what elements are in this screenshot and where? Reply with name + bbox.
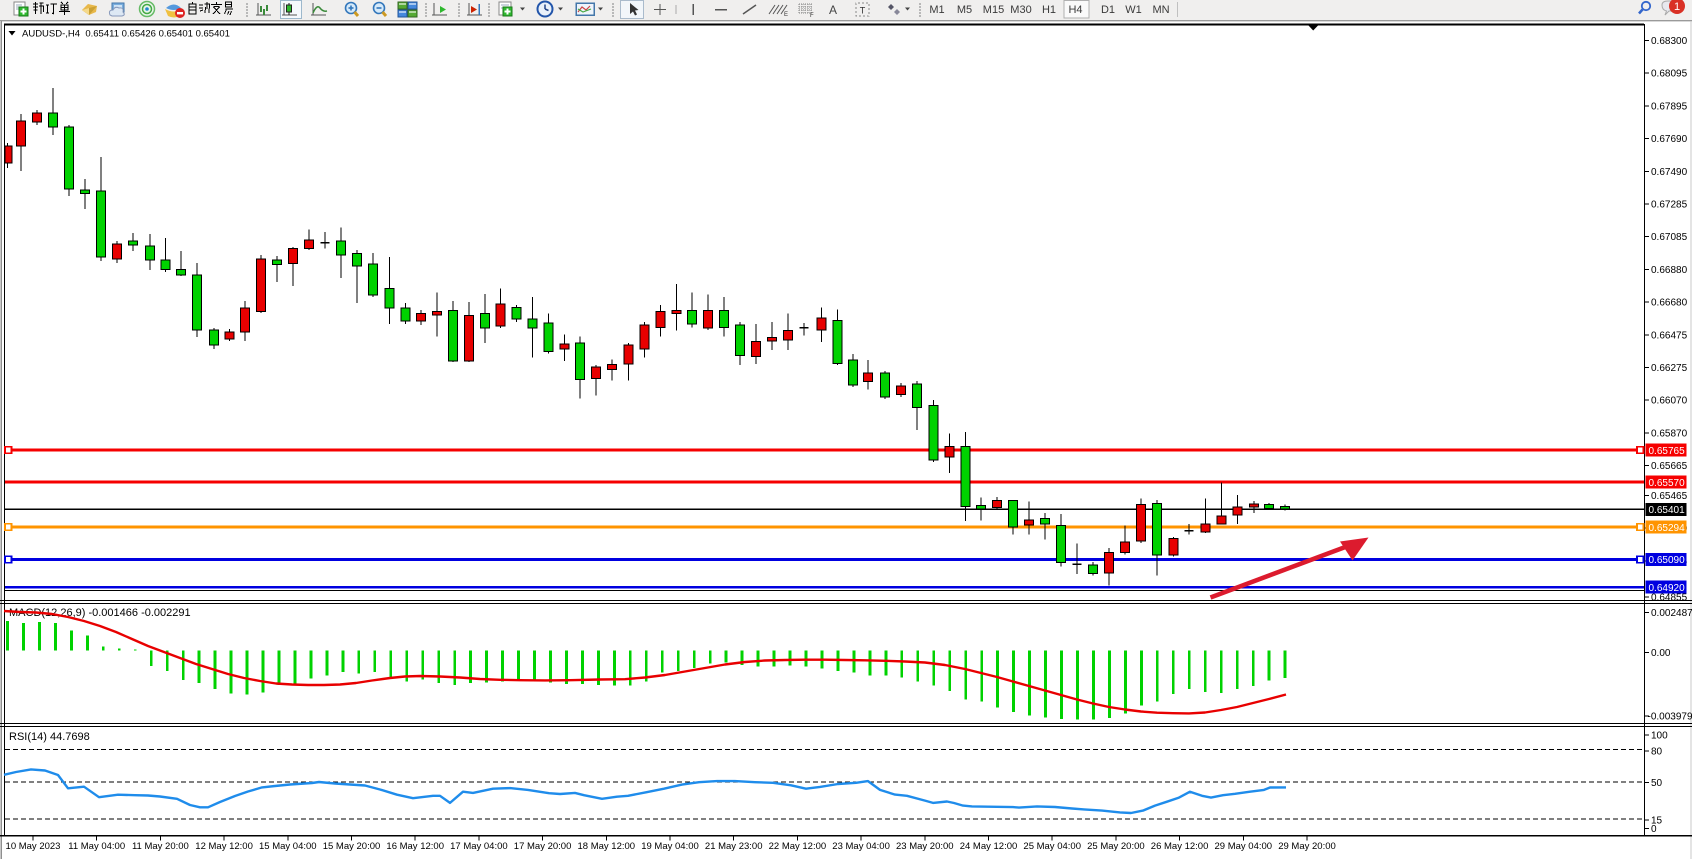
svg-text:0.65465: 0.65465 xyxy=(1651,491,1688,502)
svg-text:M1: M1 xyxy=(929,4,944,16)
svg-text:0.64855: 0.64855 xyxy=(1651,593,1688,604)
svg-text:23 May 04:00: 23 May 04:00 xyxy=(832,841,890,852)
svg-text:80: 80 xyxy=(1651,747,1663,758)
svg-text:0.67895: 0.67895 xyxy=(1651,101,1688,112)
svg-text:0.65570: 0.65570 xyxy=(1649,478,1686,489)
svg-text:18 May 12:00: 18 May 12:00 xyxy=(578,841,636,852)
svg-text:0.66275: 0.66275 xyxy=(1651,363,1688,374)
svg-text:29 May 20:00: 29 May 20:00 xyxy=(1278,841,1336,852)
svg-text:0.00: 0.00 xyxy=(1651,648,1671,659)
svg-text:29 May 04:00: 29 May 04:00 xyxy=(1215,841,1273,852)
svg-text:0.65665: 0.65665 xyxy=(1651,461,1688,472)
svg-text:0.65401: 0.65401 xyxy=(1649,505,1686,516)
svg-text:T: T xyxy=(860,6,866,16)
svg-text:0.002487: 0.002487 xyxy=(1651,608,1692,619)
svg-text:25 May 20:00: 25 May 20:00 xyxy=(1087,841,1145,852)
svg-text:MN: MN xyxy=(1152,4,1169,16)
svg-text:19 May 04:00: 19 May 04:00 xyxy=(641,841,699,852)
svg-text:26 May 12:00: 26 May 12:00 xyxy=(1151,841,1209,852)
svg-text:11 May 20:00: 11 May 20:00 xyxy=(132,841,189,852)
svg-text:21 May 23:00: 21 May 23:00 xyxy=(705,841,763,852)
svg-text:100: 100 xyxy=(1651,731,1668,742)
svg-text:AUDUSD-,H4 0.65411 0.65426 0.: AUDUSD-,H4 0.65411 0.65426 0.65401 0.654… xyxy=(22,29,230,40)
svg-text:15 May 20:00: 15 May 20:00 xyxy=(323,841,381,852)
svg-text:D1: D1 xyxy=(1101,4,1115,16)
svg-text:RSI(14) 44.7698: RSI(14) 44.7698 xyxy=(9,731,90,743)
svg-text:16 May 12:00: 16 May 12:00 xyxy=(386,841,444,852)
svg-text:17 May 04:00: 17 May 04:00 xyxy=(450,841,508,852)
svg-text:0.68300: 0.68300 xyxy=(1651,36,1688,47)
svg-text:1: 1 xyxy=(1674,1,1680,13)
svg-text:W1: W1 xyxy=(1125,4,1142,16)
svg-text:-0.003979: -0.003979 xyxy=(1648,712,1692,723)
svg-text:E: E xyxy=(784,12,788,18)
svg-text:0.67690: 0.67690 xyxy=(1651,134,1688,145)
svg-text:M5: M5 xyxy=(957,4,972,16)
svg-text:F: F xyxy=(810,13,814,19)
svg-text:0.66475: 0.66475 xyxy=(1651,330,1688,341)
svg-text:0.66880: 0.66880 xyxy=(1651,265,1688,276)
svg-text:0.67085: 0.67085 xyxy=(1651,232,1688,243)
svg-text:A: A xyxy=(829,3,837,17)
svg-text:11 May 04:00: 11 May 04:00 xyxy=(68,841,125,852)
svg-text:15: 15 xyxy=(1651,816,1663,827)
svg-text:0.65765: 0.65765 xyxy=(1649,446,1686,457)
svg-text:22 May 12:00: 22 May 12:00 xyxy=(769,841,827,852)
svg-text:M15: M15 xyxy=(983,4,1004,16)
svg-text:0.64920: 0.64920 xyxy=(1649,583,1686,594)
svg-text:0.65294: 0.65294 xyxy=(1649,523,1686,534)
svg-text:12 May 12:00: 12 May 12:00 xyxy=(195,841,253,852)
svg-text:0.66680: 0.66680 xyxy=(1651,298,1688,309)
svg-text:0.68095: 0.68095 xyxy=(1651,69,1688,80)
svg-text:H4: H4 xyxy=(1068,4,1082,16)
svg-text:50: 50 xyxy=(1651,778,1663,789)
svg-text:15 May 04:00: 15 May 04:00 xyxy=(259,841,317,852)
svg-text:24 May 12:00: 24 May 12:00 xyxy=(960,841,1018,852)
svg-text:0.67285: 0.67285 xyxy=(1651,200,1688,211)
svg-text:0.65870: 0.65870 xyxy=(1651,428,1688,439)
svg-text:0.65090: 0.65090 xyxy=(1649,555,1686,566)
svg-text:10 May 2023: 10 May 2023 xyxy=(6,841,61,852)
svg-text:MACD(12,26,9) -0.001466 -0.002: MACD(12,26,9) -0.001466 -0.002291 xyxy=(9,607,191,619)
svg-text:23 May 20:00: 23 May 20:00 xyxy=(896,841,954,852)
svg-text:25 May 04:00: 25 May 04:00 xyxy=(1023,841,1081,852)
svg-text:M30: M30 xyxy=(1010,4,1031,16)
svg-text:0: 0 xyxy=(1651,824,1657,835)
svg-text:0.67490: 0.67490 xyxy=(1651,167,1688,178)
svg-text:H1: H1 xyxy=(1042,4,1056,16)
svg-text:0.66070: 0.66070 xyxy=(1651,396,1688,407)
svg-text:17 May 20:00: 17 May 20:00 xyxy=(514,841,572,852)
